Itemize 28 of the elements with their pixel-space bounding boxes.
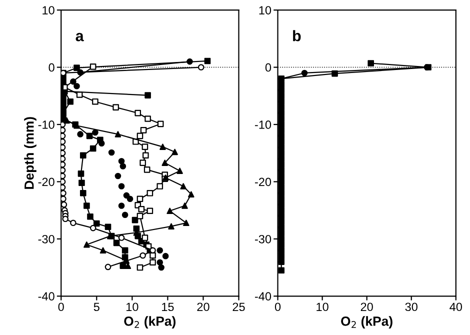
x-tick-label: 20 bbox=[197, 302, 210, 312]
y-tick-label: 10 bbox=[42, 6, 54, 14]
x-axis-title: O$_{2}$ (kPa) bbox=[341, 316, 392, 328]
y-tick-label: -30 bbox=[38, 234, 54, 244]
y-tick-label: 0 bbox=[48, 63, 54, 72]
x-tick-label: 10 bbox=[316, 302, 328, 312]
y-axis-title: Depth (mm) bbox=[24, 117, 36, 189]
annotation: a bbox=[76, 32, 84, 42]
y-tick-label: -10 bbox=[254, 120, 272, 129]
x-tick-label: 30 bbox=[405, 302, 418, 312]
x-tick-label: 25 bbox=[232, 302, 245, 312]
y-tick-label: 10 bbox=[259, 6, 272, 14]
annotation: b bbox=[293, 30, 301, 42]
x-tick-label: 15 bbox=[162, 302, 174, 312]
y-tick-label: -20 bbox=[254, 178, 272, 186]
y-tick-label: -40 bbox=[38, 292, 54, 301]
x-tick-label: 20 bbox=[360, 302, 373, 312]
y-tick-label: -10 bbox=[38, 120, 54, 129]
x-tick-label: 0 bbox=[58, 302, 64, 312]
x-axis-title: O$_{2}$ (kPa) bbox=[124, 316, 176, 328]
x-tick-label: 10 bbox=[126, 302, 138, 312]
y-tick-label: -20 bbox=[38, 178, 54, 186]
y-tick-label: 0 bbox=[265, 63, 272, 72]
x-tick-label: 5 bbox=[94, 302, 100, 312]
x-tick-label: 0 bbox=[274, 302, 281, 312]
x-tick-label: 40 bbox=[450, 302, 462, 312]
y-tick-label: -30 bbox=[254, 234, 272, 244]
y-tick-label: -40 bbox=[254, 292, 272, 301]
